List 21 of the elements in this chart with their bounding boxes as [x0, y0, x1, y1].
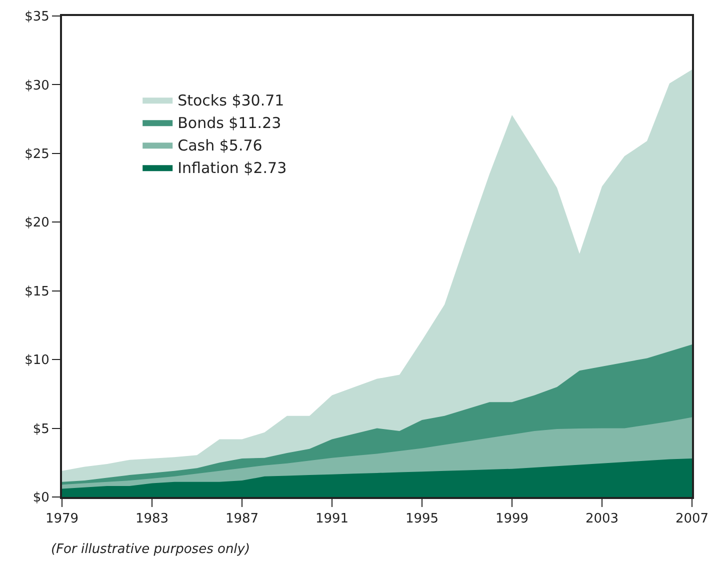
y-tick-label: $20: [24, 216, 50, 231]
x-tick-label: 1987: [225, 512, 259, 527]
legend-label: Stocks $30.71: [178, 91, 284, 110]
x-tick-label: 1979: [45, 512, 79, 527]
y-tick-label: $25: [24, 146, 50, 162]
text: (For illustrative purposes only): [51, 542, 250, 557]
y-tick-label: $5: [32, 422, 50, 437]
x-tick-label: 1983: [135, 512, 169, 527]
y-tick-label: $0: [32, 490, 50, 506]
legend-label: Inflation $2.73: [178, 158, 287, 177]
legend-label: Cash $5.76: [178, 136, 262, 154]
legend-label: Bonds $11.23: [178, 114, 282, 132]
y-tick-label: $30: [24, 78, 50, 94]
x-tick-label: 1995: [405, 512, 439, 527]
x-tick-label: 2003: [585, 512, 619, 527]
y-tick-label: $15: [24, 284, 50, 300]
x-tick-label: 1999: [495, 512, 529, 527]
y-tick-label: $35: [24, 10, 50, 25]
y-tick-label: $10: [24, 353, 50, 368]
x-tick-label: 2007: [675, 512, 709, 527]
x-tick-label: 1991: [315, 512, 349, 527]
